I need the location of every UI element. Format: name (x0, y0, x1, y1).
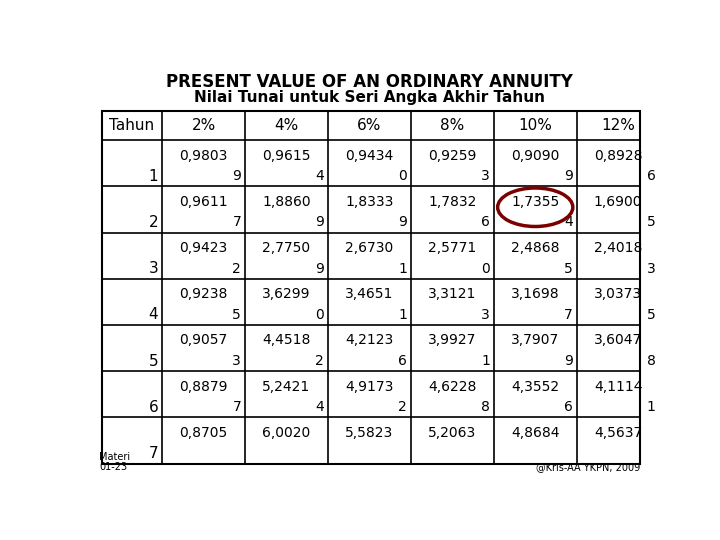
Text: 4,5637: 4,5637 (594, 426, 642, 440)
Text: 0,8879: 0,8879 (179, 380, 228, 394)
Text: 8%: 8% (440, 118, 464, 133)
Text: 5,5823: 5,5823 (346, 426, 394, 440)
Text: 0,9803: 0,9803 (179, 148, 228, 163)
Text: 5: 5 (564, 262, 573, 276)
Text: Materi: Materi (99, 453, 130, 462)
Text: 3: 3 (481, 170, 490, 183)
Text: 0,9423: 0,9423 (179, 241, 228, 255)
Text: 1,7832: 1,7832 (428, 195, 477, 208)
Text: 3: 3 (148, 261, 158, 276)
Text: 3: 3 (481, 308, 490, 322)
Text: 3,6299: 3,6299 (262, 287, 311, 301)
Text: 2: 2 (315, 354, 324, 368)
Text: 01-23: 01-23 (99, 462, 127, 472)
Text: 3,1698: 3,1698 (511, 287, 559, 301)
Text: 4,8684: 4,8684 (511, 426, 559, 440)
Text: 5,2421: 5,2421 (262, 380, 310, 394)
Text: 6: 6 (564, 400, 573, 414)
Text: 3,0373: 3,0373 (594, 287, 642, 301)
Text: 1: 1 (398, 308, 407, 322)
Text: 1: 1 (647, 400, 656, 414)
Text: 5,2063: 5,2063 (428, 426, 477, 440)
Bar (102, 111, 640, 464)
Text: 9: 9 (233, 170, 241, 183)
Text: 5: 5 (647, 308, 656, 322)
Text: 4,4518: 4,4518 (262, 333, 310, 347)
Text: 9: 9 (564, 170, 573, 183)
Text: 4: 4 (564, 215, 573, 230)
Text: 3,7907: 3,7907 (511, 333, 559, 347)
Text: 0,9238: 0,9238 (179, 287, 228, 301)
Text: 5: 5 (148, 354, 158, 369)
Text: 12%: 12% (601, 118, 635, 133)
Text: 2: 2 (148, 215, 158, 230)
Text: Tahun: Tahun (109, 118, 154, 133)
Text: 1,8860: 1,8860 (262, 195, 311, 208)
Text: 4: 4 (315, 400, 324, 414)
Text: 1: 1 (481, 354, 490, 368)
Text: 5: 5 (647, 215, 656, 230)
Text: 4: 4 (148, 307, 158, 322)
Text: 7: 7 (148, 446, 158, 461)
Text: 0: 0 (398, 170, 407, 183)
Text: 6: 6 (398, 354, 407, 368)
Text: 0,9090: 0,9090 (511, 148, 559, 163)
Text: 2,7750: 2,7750 (262, 241, 310, 255)
Text: 0: 0 (315, 308, 324, 322)
Text: 0,8705: 0,8705 (179, 426, 228, 440)
Text: PRESENT VALUE OF AN ORDINARY ANNUITY: PRESENT VALUE OF AN ORDINARY ANNUITY (166, 73, 572, 91)
Text: 7: 7 (233, 400, 241, 414)
Text: 2: 2 (233, 262, 241, 276)
Text: 2,5771: 2,5771 (428, 241, 477, 255)
Text: 3: 3 (233, 354, 241, 368)
Text: 6: 6 (481, 215, 490, 230)
Text: 1: 1 (398, 262, 407, 276)
Text: 9: 9 (564, 354, 573, 368)
Text: 2,4868: 2,4868 (511, 241, 559, 255)
Text: 3,4651: 3,4651 (345, 287, 394, 301)
Text: 0,9434: 0,9434 (346, 148, 394, 163)
Text: 0: 0 (481, 262, 490, 276)
Text: 4,1114: 4,1114 (594, 380, 642, 394)
Text: 4%: 4% (274, 118, 299, 133)
Text: 4,3552: 4,3552 (511, 380, 559, 394)
Text: 6%: 6% (357, 118, 382, 133)
Text: 6: 6 (647, 170, 656, 183)
Text: 4,2123: 4,2123 (346, 333, 394, 347)
Text: 3: 3 (647, 262, 656, 276)
Text: 9: 9 (398, 215, 407, 230)
Text: 1: 1 (148, 169, 158, 184)
Text: 4,9173: 4,9173 (345, 380, 394, 394)
Text: 2,6730: 2,6730 (346, 241, 394, 255)
Text: 1,7355: 1,7355 (511, 195, 559, 208)
Text: 0,9611: 0,9611 (179, 195, 228, 208)
Text: 0,8928: 0,8928 (594, 148, 642, 163)
Text: 0,9259: 0,9259 (428, 148, 477, 163)
Text: Nilai Tunai untuk Seri Angka Akhir Tahun: Nilai Tunai untuk Seri Angka Akhir Tahun (194, 90, 544, 105)
Text: 3,3121: 3,3121 (428, 287, 477, 301)
Text: 3,6047: 3,6047 (594, 333, 642, 347)
Text: 7: 7 (233, 215, 241, 230)
Text: 2,4018: 2,4018 (594, 241, 642, 255)
Text: 5: 5 (233, 308, 241, 322)
Text: 9: 9 (315, 215, 324, 230)
Text: 9: 9 (315, 262, 324, 276)
Text: 0,9615: 0,9615 (262, 148, 311, 163)
Text: 6: 6 (148, 400, 158, 415)
Text: 6,0020: 6,0020 (262, 426, 310, 440)
Text: 10%: 10% (518, 118, 552, 133)
Text: 2: 2 (398, 400, 407, 414)
Text: 3,9927: 3,9927 (428, 333, 477, 347)
Text: 8: 8 (481, 400, 490, 414)
Text: 2%: 2% (192, 118, 216, 133)
Text: 4,6228: 4,6228 (428, 380, 477, 394)
Text: 8: 8 (647, 354, 656, 368)
Text: 1,8333: 1,8333 (345, 195, 394, 208)
Text: 7: 7 (564, 308, 573, 322)
Text: 1,6900: 1,6900 (594, 195, 642, 208)
Text: 0,9057: 0,9057 (179, 333, 228, 347)
Text: 4: 4 (315, 170, 324, 183)
Text: @Kris-AA YKPN, 2009: @Kris-AA YKPN, 2009 (536, 462, 640, 472)
